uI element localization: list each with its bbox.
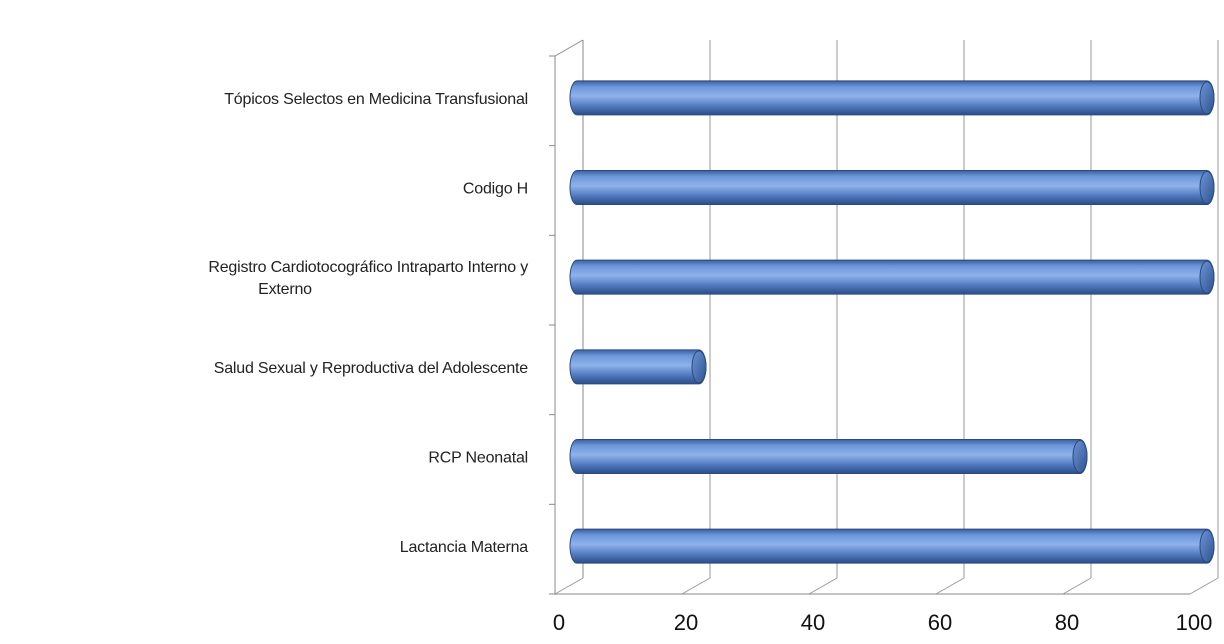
bar: [569, 259, 1215, 295]
floor-gridline-0: [554, 577, 584, 595]
bar-end-cap: [1072, 440, 1088, 473]
category-label: Lactancia Materna: [400, 539, 529, 556]
bar: [569, 349, 707, 385]
floor-gridline-60: [935, 577, 965, 595]
bar: [569, 439, 1088, 474]
x-tick-label: 100: [1176, 610, 1213, 635]
x-tick-label: 60: [928, 610, 952, 635]
bar: [569, 528, 1215, 564]
bar: [569, 80, 1215, 116]
x-tick-label: 20: [674, 610, 698, 635]
x-tick-label: 0: [553, 610, 565, 635]
bar-end-cap: [1199, 529, 1215, 563]
bar-end-cap: [1199, 260, 1215, 294]
category-label: Salud Sexual y Reproductiva del Adolesce…: [214, 360, 529, 377]
floor-gridline-100: [1189, 577, 1219, 595]
x-tick-label: 40: [801, 610, 825, 635]
left-wall-top: [554, 39, 584, 57]
floor-gridline-20: [681, 577, 711, 595]
bar-end-cap: [691, 350, 707, 384]
category-label: Tópicos Selectos en Medicina Transfusion…: [224, 91, 528, 108]
category-label: Codigo H: [463, 181, 528, 198]
floor-gridline-40: [808, 577, 838, 595]
bar-end-cap: [1199, 81, 1215, 115]
x-tick-label: 80: [1055, 610, 1079, 635]
bar: [569, 170, 1215, 205]
floor-gridline-80: [1062, 577, 1092, 595]
bar-end-cap: [1199, 171, 1215, 204]
category-label: Registro Cardiotocográfico Intraparto In…: [208, 259, 528, 298]
category-label: RCP Neonatal: [428, 450, 528, 467]
